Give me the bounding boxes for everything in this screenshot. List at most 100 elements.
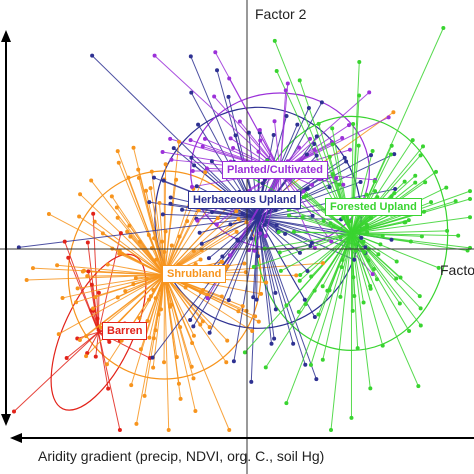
point-planted-cultivated bbox=[272, 119, 277, 124]
point-forested-upland bbox=[328, 428, 333, 432]
point-shrubland bbox=[147, 335, 152, 340]
point-herbaceous-upland bbox=[249, 236, 254, 241]
point-forested-upland bbox=[284, 303, 289, 308]
point-planted-cultivated bbox=[367, 90, 372, 95]
ray-herbaceous-upland bbox=[257, 217, 317, 380]
point-forested-upland bbox=[364, 192, 369, 197]
point-forested-upland bbox=[361, 300, 366, 305]
point-herbaceous-upland bbox=[269, 341, 274, 346]
point-forested-upland bbox=[251, 264, 256, 269]
point-planted-cultivated bbox=[214, 222, 219, 227]
point-forested-upland bbox=[380, 343, 385, 348]
point-forested-upland bbox=[303, 193, 308, 198]
point-herbaceous-upland bbox=[171, 146, 176, 151]
point-herbaceous-upland bbox=[262, 222, 267, 227]
point-shrubland bbox=[236, 216, 241, 221]
point-herbaceous-upland bbox=[226, 94, 231, 99]
point-planted-cultivated bbox=[347, 147, 352, 152]
point-forested-upland bbox=[338, 235, 343, 240]
point-shrubland bbox=[105, 262, 110, 267]
point-shrubland bbox=[156, 312, 161, 317]
point-herbaceous-upland bbox=[272, 336, 277, 341]
point-forested-upland bbox=[312, 288, 317, 293]
point-planted-cultivated bbox=[202, 136, 207, 141]
point-shrubland bbox=[60, 295, 65, 300]
point-forested-upland bbox=[388, 152, 393, 157]
point-shrubland bbox=[203, 170, 208, 175]
point-forested-upland bbox=[303, 302, 308, 307]
point-shrubland bbox=[176, 381, 181, 386]
point-shrubland bbox=[177, 139, 182, 144]
point-shrubland bbox=[115, 295, 120, 300]
point-herbaceous-upland bbox=[392, 152, 397, 157]
ray-shrubland bbox=[117, 217, 165, 276]
point-planted-cultivated bbox=[213, 50, 218, 55]
point-planted-cultivated bbox=[301, 189, 306, 194]
point-forested-upland bbox=[350, 308, 355, 313]
point-forested-upland bbox=[394, 276, 399, 281]
ray-forested-upland bbox=[351, 233, 372, 289]
ray-forested-upland bbox=[351, 198, 471, 234]
point-herbaceous-upland bbox=[189, 90, 194, 95]
point-shrubland bbox=[253, 314, 258, 319]
point-forested-upland bbox=[325, 288, 330, 293]
point-herbaceous-upland bbox=[312, 142, 317, 147]
point-forested-upland bbox=[422, 209, 427, 214]
ray-shrubland bbox=[107, 264, 165, 276]
point-forested-upland bbox=[392, 191, 397, 196]
point-barren bbox=[117, 428, 122, 432]
point-herbaceous-upland bbox=[168, 201, 173, 206]
point-shrubland bbox=[131, 145, 136, 150]
ray-forested-upland bbox=[253, 232, 352, 268]
point-herbaceous-upland bbox=[255, 254, 260, 259]
point-forested-upland bbox=[274, 68, 279, 73]
point-herbaceous-upland bbox=[273, 208, 278, 213]
point-planted-cultivated bbox=[152, 53, 157, 58]
factor2-axis-label: Factor 2 bbox=[255, 6, 307, 22]
ray-shrubland bbox=[164, 141, 180, 276]
ray-shrubland bbox=[164, 274, 201, 325]
ray-forested-upland bbox=[351, 233, 421, 309]
ray-herbaceous-upland bbox=[228, 217, 259, 301]
point-forested-upland bbox=[353, 242, 358, 247]
point-shrubland bbox=[191, 333, 196, 338]
point-shrubland bbox=[391, 110, 396, 115]
gradient-arrow-head-left bbox=[10, 433, 22, 443]
point-forested-upland bbox=[456, 233, 461, 238]
point-herbaceous-upland bbox=[297, 250, 302, 255]
point-shrubland bbox=[80, 269, 85, 274]
point-herbaceous-upland bbox=[304, 152, 309, 157]
point-shrubland bbox=[115, 215, 120, 220]
point-herbaceous-upland bbox=[314, 377, 319, 382]
point-barren bbox=[85, 240, 90, 245]
point-herbaceous-upland bbox=[359, 235, 364, 240]
point-forested-upland bbox=[417, 294, 422, 299]
point-shrubland bbox=[93, 295, 98, 300]
point-shrubland bbox=[193, 409, 198, 414]
point-planted-cultivated bbox=[285, 81, 290, 86]
ray-herbaceous-upland bbox=[91, 55, 259, 219]
point-forested-upland bbox=[365, 230, 370, 235]
point-forested-upland bbox=[308, 362, 313, 367]
point-forested-upland bbox=[353, 248, 358, 253]
point-forested-upland bbox=[413, 173, 418, 178]
point-planted-cultivated bbox=[256, 149, 261, 154]
ray-shrubland bbox=[164, 274, 170, 431]
point-shrubland bbox=[104, 362, 109, 367]
point-shrubland bbox=[244, 220, 249, 225]
point-forested-upland bbox=[316, 121, 321, 126]
point-forested-upland bbox=[297, 78, 302, 83]
point-shrubland bbox=[89, 178, 94, 183]
point-planted-cultivated bbox=[228, 136, 233, 141]
point-herbaceous-upland bbox=[283, 231, 288, 236]
point-shrubland bbox=[151, 336, 156, 341]
point-forested-upland bbox=[291, 229, 296, 234]
point-shrubland bbox=[177, 234, 182, 239]
point-planted-cultivated bbox=[346, 123, 351, 128]
point-forested-upland bbox=[465, 248, 470, 253]
point-barren bbox=[12, 409, 16, 414]
point-planted-cultivated bbox=[370, 272, 375, 277]
point-shrubland bbox=[117, 249, 122, 254]
ray-forested-upland bbox=[351, 139, 414, 234]
point-shrubland bbox=[153, 328, 158, 333]
